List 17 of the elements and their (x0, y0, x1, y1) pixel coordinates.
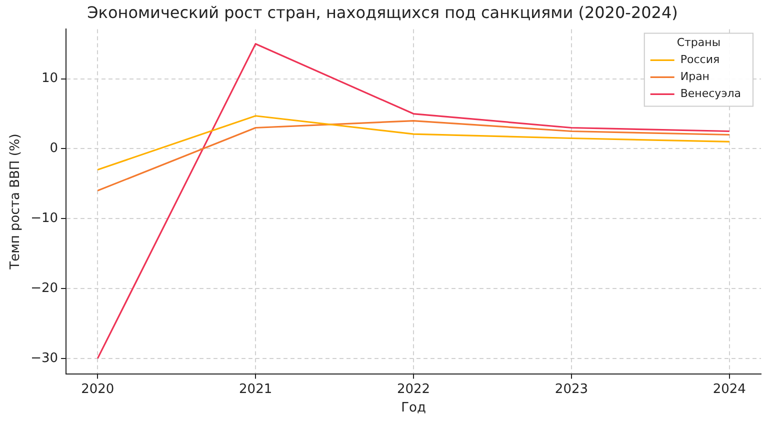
y-tick-label: 10 (41, 71, 58, 86)
legend-label: Венесуэла (680, 87, 741, 100)
legend-label: Иран (680, 70, 710, 84)
y-tick-label: 0 (50, 141, 58, 156)
x-tick-label: 2021 (239, 382, 272, 397)
y-tick-label: −10 (30, 211, 58, 226)
y-tick-label: −30 (30, 350, 58, 366)
x-tick-label: 2023 (554, 382, 588, 397)
x-tick-label: 2024 (712, 382, 746, 397)
y-tick-label: −20 (30, 280, 58, 296)
legend-label: Россия (680, 53, 720, 66)
x-axis-title: Год (401, 400, 426, 416)
legend-title: Страны (676, 36, 721, 50)
chart-title: Экономический рост стран, находящихся под санкциями (2020-2024) (87, 2, 678, 22)
x-tick-label: 2020 (81, 382, 114, 397)
y-axis-title: Темп роста ВВП (%) (8, 134, 24, 270)
x-tick-label: 2022 (396, 382, 430, 397)
